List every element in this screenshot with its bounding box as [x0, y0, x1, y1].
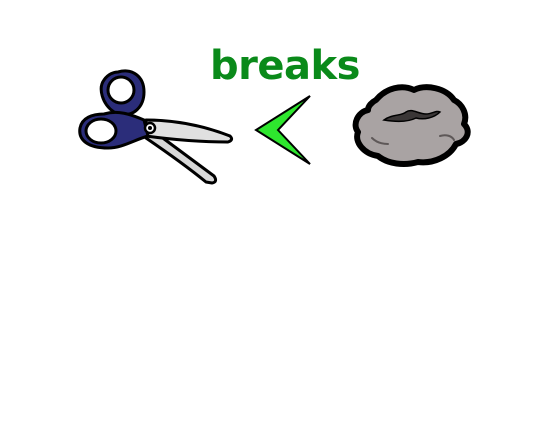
rock-icon: [352, 84, 471, 167]
relation-label: breaks: [210, 43, 360, 89]
less-than-arrow-icon: [254, 95, 311, 165]
scissors-icon: [78, 69, 234, 185]
